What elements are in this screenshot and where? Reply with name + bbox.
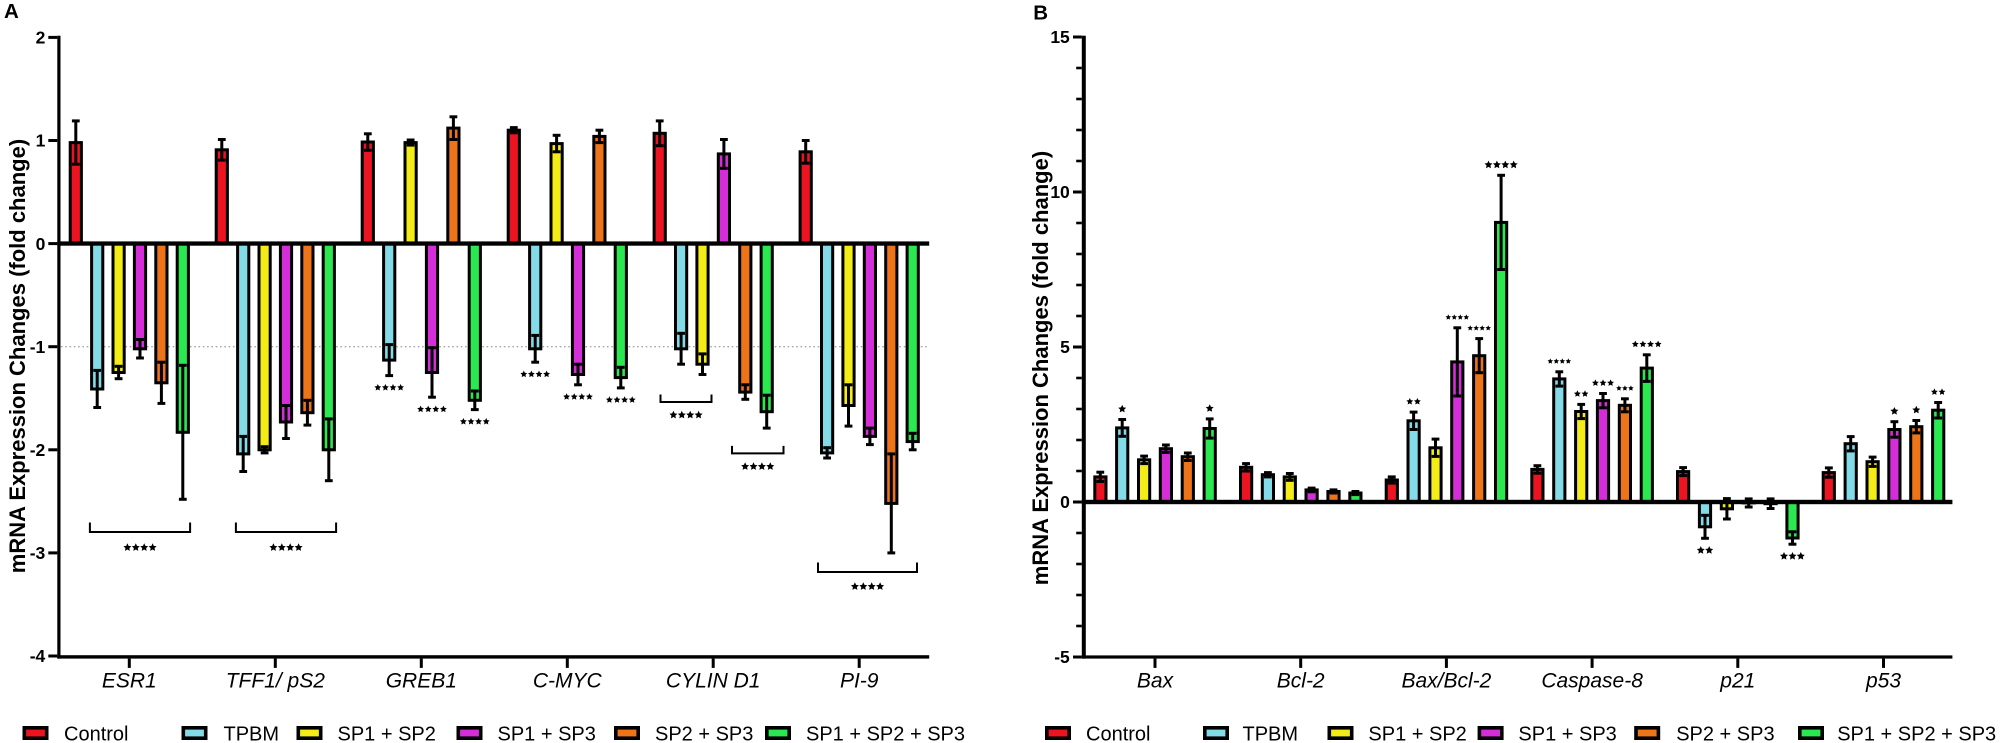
svg-text:SP1 + SP2: SP1 + SP2 <box>1368 724 1466 743</box>
svg-text:SP1 + SP2 + SP3: SP1 + SP2 + SP3 <box>806 724 965 743</box>
svg-text:TFF1/ pS2: TFF1/ pS2 <box>226 670 326 693</box>
svg-text:SP1 + SP2: SP1 + SP2 <box>338 724 436 743</box>
svg-text:A: A <box>4 0 19 23</box>
svg-text:-1: -1 <box>30 337 46 357</box>
svg-text:p53: p53 <box>1865 670 1901 693</box>
svg-text:2: 2 <box>36 28 46 48</box>
svg-text:15: 15 <box>1050 27 1070 47</box>
svg-text:CYLIN D1: CYLIN D1 <box>666 670 761 693</box>
svg-text:-3: -3 <box>30 543 46 563</box>
svg-text:-2: -2 <box>30 440 46 460</box>
svg-text:Control: Control <box>64 724 128 743</box>
svg-text:5: 5 <box>1060 337 1070 357</box>
svg-text:-5: -5 <box>1054 647 1070 667</box>
svg-text:Control: Control <box>1086 724 1150 743</box>
svg-text:SP2 + SP3: SP2 + SP3 <box>1676 724 1774 743</box>
svg-text:TPBM: TPBM <box>224 724 280 743</box>
svg-text:Caspase-8: Caspase-8 <box>1541 670 1643 693</box>
svg-text:Bax: Bax <box>1137 670 1175 693</box>
svg-text:SP2 + SP3: SP2 + SP3 <box>655 724 753 743</box>
svg-text:GREB1: GREB1 <box>386 670 457 693</box>
svg-text:B: B <box>1033 2 1048 25</box>
svg-text:SP1 + SP3: SP1 + SP3 <box>498 724 596 743</box>
svg-text:0: 0 <box>36 234 46 254</box>
svg-text:Bax/Bcl-2: Bax/Bcl-2 <box>1401 670 1491 693</box>
svg-text:Bcl-2: Bcl-2 <box>1277 670 1325 693</box>
svg-text:PI-9: PI-9 <box>840 670 879 693</box>
svg-text:mRNA Expression Changes (fold: mRNA Expression Changes (fold change) <box>5 139 30 573</box>
svg-text:SP1 + SP2 + SP3: SP1 + SP2 + SP3 <box>1837 724 1996 743</box>
svg-text:TPBM: TPBM <box>1243 724 1299 743</box>
svg-text:p21: p21 <box>1719 670 1755 693</box>
svg-text:SP1 + SP3: SP1 + SP3 <box>1518 724 1616 743</box>
svg-text:mRNA Expression Changes (fold: mRNA Expression Changes (fold change) <box>1028 151 1053 585</box>
svg-text:ESR1: ESR1 <box>102 670 157 693</box>
svg-text:0: 0 <box>1060 492 1070 512</box>
svg-text:-4: -4 <box>30 646 46 666</box>
svg-text:10: 10 <box>1050 182 1070 202</box>
svg-text:C-MYC: C-MYC <box>533 670 603 693</box>
svg-text:1: 1 <box>36 131 46 151</box>
